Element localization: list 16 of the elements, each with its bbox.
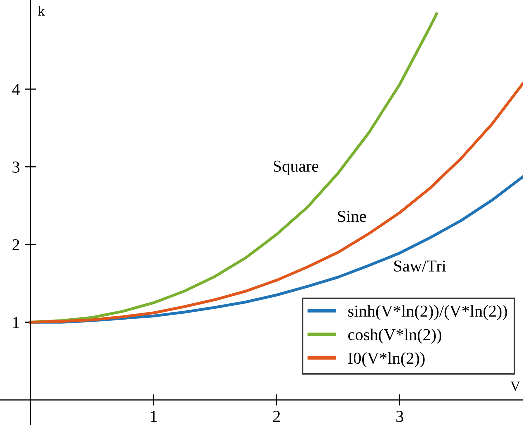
legend-label: cosh(V*ln(2)) (348, 328, 442, 344)
y-tick-label: 3 (12, 162, 20, 173)
legend-label: sinh(V*ln(2))/(V*ln(2)) (348, 305, 508, 320)
y-tick-label: 2 (12, 239, 20, 251)
x-tick-label: 3 (396, 411, 404, 422)
annotation: Square (274, 160, 319, 176)
x-tick-label: 1 (151, 411, 157, 422)
line-series (29, 82, 523, 324)
y-tick-label: 4 (12, 84, 20, 96)
y-axis-title: k (38, 6, 46, 16)
legend-label: I0(V*ln(2)) (348, 352, 425, 368)
annotation: Sine (338, 210, 366, 222)
x-tick-label: 2 (273, 411, 280, 422)
y-tick-label: 1 (13, 317, 20, 328)
x-axis-title: V (510, 382, 520, 392)
annotation: Saw/Tri (394, 260, 446, 272)
